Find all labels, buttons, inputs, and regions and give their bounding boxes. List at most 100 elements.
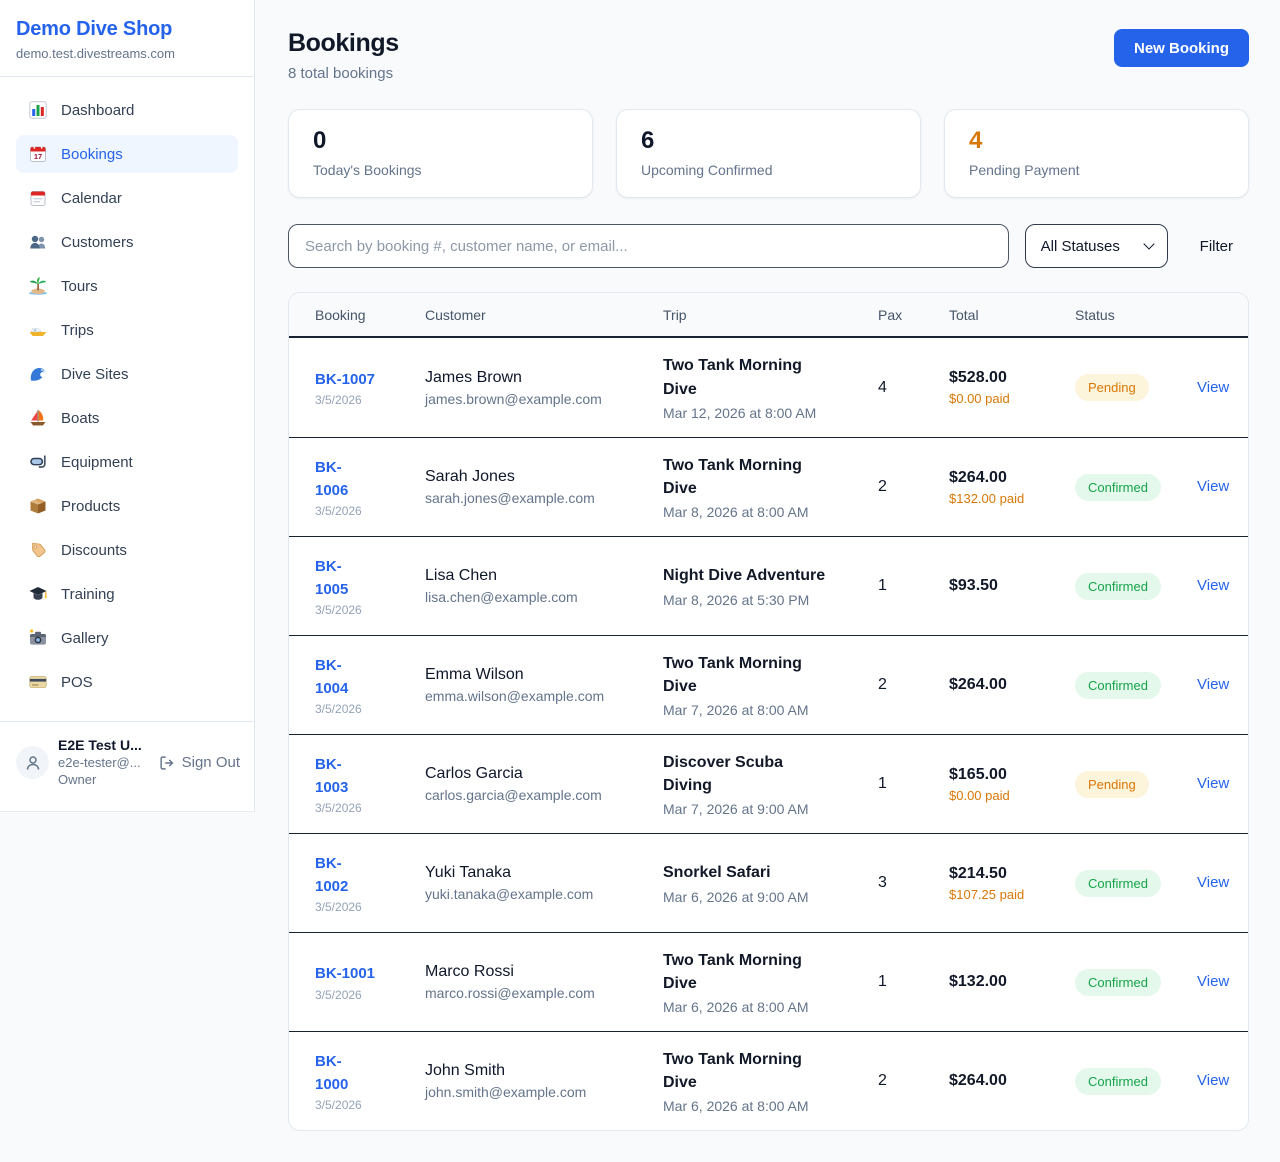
table-row: BK- 1000 3/5/2026 John Smith john.smith@exam… — [289, 1031, 1248, 1130]
status-badge: Confirmed — [1075, 473, 1161, 501]
stat-label: Pending Payment — [969, 162, 1080, 178]
booking-link[interactable]: BK-1001 — [315, 965, 376, 983]
actions-cell: View — [1197, 775, 1248, 793]
sidebar-item-tours[interactable]: Tours — [16, 267, 238, 305]
column-header-total: Total — [949, 306, 979, 323]
customer-email: marco.rossi@example.com — [425, 985, 595, 1001]
sidebar-item-label: Products — [61, 497, 121, 515]
table-row: BK-1007 3/5/2026 James Brown james.brown@ex… — [289, 338, 1248, 437]
pax-cell: 1 — [878, 577, 887, 594]
trip-name: Two Tank Morning Dive — [663, 951, 802, 992]
table-row: BK- 1006 3/5/2026 Sarah Jones sarah.jones@ex… — [289, 437, 1248, 536]
pax-cell: 4 — [878, 378, 887, 396]
sidebar-item-gallery[interactable]: Gallery — [16, 619, 238, 657]
sidebar-item-label: POS — [61, 673, 93, 691]
avatar — [16, 746, 49, 780]
filter-button[interactable]: Filter — [1184, 238, 1249, 255]
booking-link[interactable]: BK- 1004 — [315, 656, 349, 697]
sidebar-item-boats[interactable]: Boats — [16, 399, 238, 437]
booking-link[interactable]: BK- 1000 — [315, 1052, 349, 1093]
status-badge: Pending — [1075, 374, 1149, 401]
total-amount: $264.00 — [949, 1072, 1007, 1089]
view-link[interactable]: View — [1197, 973, 1230, 990]
status-select[interactable]: All Statuses — [1024, 224, 1168, 268]
actions-cell: View — [1197, 1072, 1248, 1090]
sidebar-item-equipment[interactable]: Equipment — [16, 443, 238, 481]
booking-date: 3/5/2026 — [315, 504, 362, 519]
total-cell: $93.50 — [949, 577, 1075, 595]
trip-cell: Two Tank Morning Dive Mar 6, 2026 at 8:00… — [663, 949, 878, 1015]
sidebar-item-dive-sites[interactable]: Dive Sites — [16, 355, 238, 393]
total-amount: $264.00 — [949, 468, 1007, 486]
table-header-row: Booking Customer Trip Pax Total Status — [289, 293, 1248, 338]
total-amount: $264.00 — [949, 676, 1007, 693]
sidebar-item-discounts[interactable]: Discounts — [16, 531, 238, 569]
booking-link[interactable]: BK-1007 — [315, 370, 376, 388]
booking-link[interactable]: BK- 1002 — [315, 854, 349, 895]
sign-out-label: Sign Out — [181, 754, 240, 772]
trip-cell: Two Tank Morning Dive Mar 6, 2026 at 8:00… — [663, 1048, 878, 1114]
column-header-status: Status — [1075, 306, 1115, 323]
booking-link[interactable]: BK- 1005 — [315, 557, 349, 598]
sidebar-item-customers[interactable]: Customers — [16, 223, 238, 261]
booking-link[interactable]: BK- 1006 — [315, 458, 349, 499]
view-link[interactable]: View — [1197, 1072, 1230, 1089]
column-header-booking: Booking — [315, 306, 366, 323]
sidebar-item-trips[interactable]: Trips — [16, 311, 238, 349]
graduation-cap-icon — [28, 584, 48, 604]
view-link[interactable]: View — [1197, 577, 1230, 594]
sidebar-item-calendar[interactable]: Calendar — [16, 179, 238, 217]
stat-card-pending-payment: 4 Pending Payment — [944, 109, 1249, 198]
speedboat-icon — [28, 320, 48, 340]
view-link[interactable]: View — [1197, 775, 1230, 792]
trip-cell: Discover Scuba Diving Mar 7, 2026 at 9:00… — [663, 751, 878, 817]
booking-cell: BK-1001 3/5/2026 — [315, 962, 425, 1001]
sidebar-item-dashboard[interactable]: Dashboard — [16, 91, 238, 129]
shop-domain: demo.test.divestreams.com — [16, 46, 175, 61]
trip-name: Two Tank Morning Dive — [663, 456, 802, 497]
booking-date: 3/5/2026 — [315, 603, 362, 618]
booking-cell: BK- 1003 3/5/2026 — [315, 753, 425, 816]
view-link[interactable]: View — [1197, 478, 1230, 495]
trip-datetime: Mar 7, 2026 at 9:00 AM — [663, 801, 809, 818]
sidebar-item-products[interactable]: Products — [16, 487, 238, 525]
sidebar-item-label: Calendar — [61, 189, 122, 207]
booking-link[interactable]: BK- 1003 — [315, 755, 349, 796]
view-link[interactable]: View — [1197, 676, 1230, 693]
trip-cell: Night Dive Adventure Mar 8, 2026 at 5:30 … — [663, 564, 878, 607]
booking-cell: BK- 1006 3/5/2026 — [315, 456, 425, 519]
customer-cell: Sarah Jones sarah.jones@example.com — [425, 468, 663, 506]
new-booking-button[interactable]: New Booking — [1113, 29, 1249, 67]
column-header-customer: Customer — [425, 306, 486, 323]
view-link[interactable]: View — [1197, 378, 1230, 396]
trip-name: Discover Scuba Diving — [663, 753, 784, 794]
trip-name: Two Tank Morning Dive — [663, 357, 802, 398]
sidebar-item-label: Discounts — [61, 541, 127, 559]
customer-cell: Yuki Tanaka yuki.tanaka@example.com — [425, 864, 663, 902]
actions-cell: View — [1197, 577, 1248, 595]
status-cell: Confirmed — [1075, 968, 1197, 996]
booking-date: 3/5/2026 — [315, 900, 362, 915]
table-body: BK-1007 3/5/2026 James Brown james.brown@ex… — [289, 338, 1248, 1130]
total-amount: $93.50 — [949, 577, 998, 594]
view-link[interactable]: View — [1197, 874, 1230, 891]
stat-value: 4 — [969, 127, 983, 154]
status-badge: Confirmed — [1075, 572, 1161, 600]
column-header-trip: Trip — [663, 306, 687, 323]
trip-cell: Snorkel Safari Mar 6, 2026 at 9:00 AM — [663, 861, 878, 904]
sidebar-item-label: Gallery — [61, 629, 109, 647]
search-input[interactable] — [288, 224, 1009, 268]
sidebar-item-label: Customers — [61, 233, 134, 251]
total-amount: $165.00 — [949, 765, 1007, 783]
pax-cell: 2 — [878, 676, 887, 693]
status-badge: Confirmed — [1075, 1067, 1161, 1095]
trip-cell: Two Tank Morning Dive Mar 8, 2026 at 8:00… — [663, 454, 878, 520]
sidebar-item-pos[interactable]: POS — [16, 663, 238, 701]
customer-email: sarah.jones@example.com — [425, 490, 595, 506]
sign-out-button[interactable]: Sign Out — [158, 754, 240, 772]
sidebar-item-bookings[interactable]: Bookings — [16, 135, 238, 173]
customer-name: John Smith — [425, 1062, 506, 1079]
sidebar-item-training[interactable]: Training — [16, 575, 238, 613]
user-role: Owner — [58, 771, 97, 787]
